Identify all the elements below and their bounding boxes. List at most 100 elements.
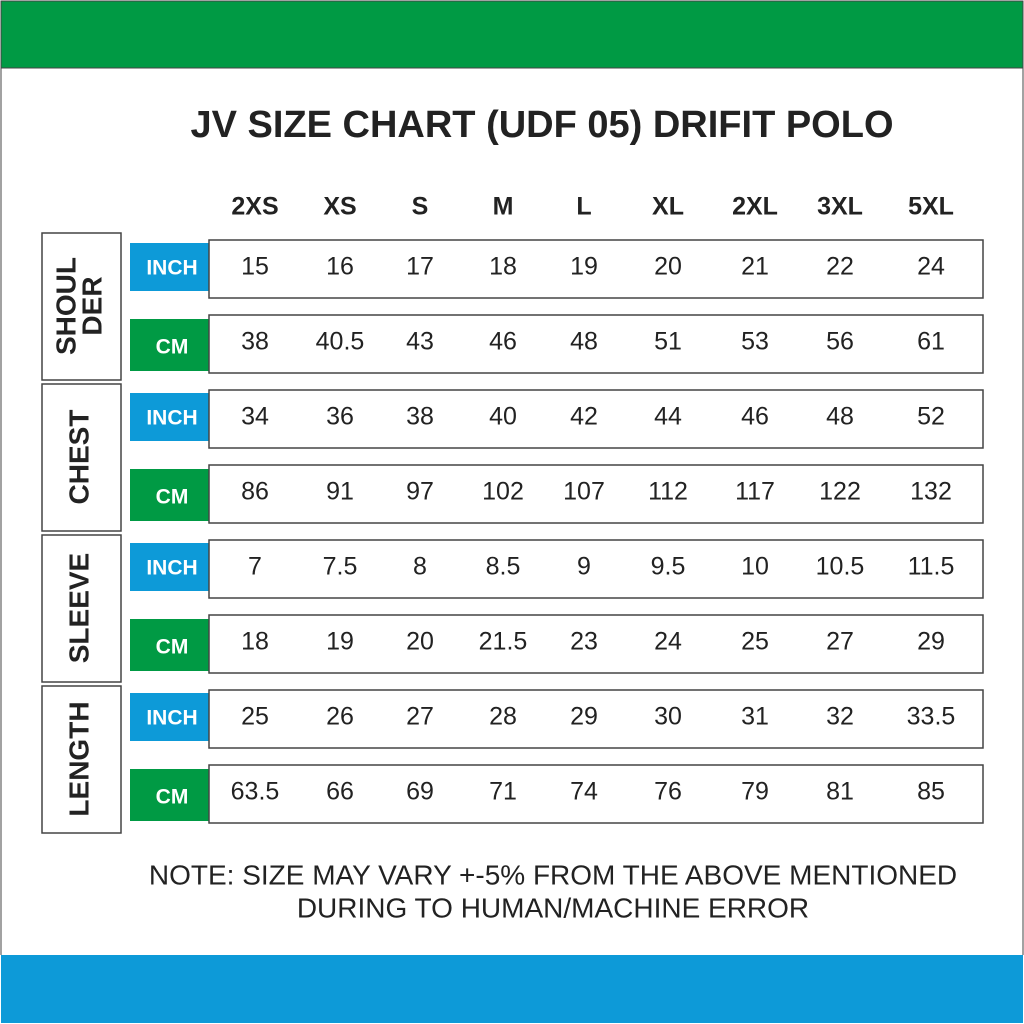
cell-value: 10.5	[816, 553, 865, 581]
cell-value: 27	[406, 703, 434, 731]
note-line: NOTE: SIZE MAY VARY +-5% FROM THE ABOVE …	[149, 859, 957, 890]
group-label-box	[41, 232, 122, 381]
cell-value: 117	[735, 478, 775, 506]
column-header: XS	[323, 193, 356, 221]
cell-value: 85	[917, 778, 945, 806]
group-label-box	[41, 383, 122, 532]
cell-value: 8.5	[486, 553, 521, 581]
row-box	[208, 689, 984, 749]
cell-value: 15	[241, 253, 269, 281]
cell-value: 66	[326, 778, 354, 806]
cell-value: 38	[406, 403, 434, 431]
cell-value: 27	[826, 628, 854, 656]
column-header: 3XL	[817, 193, 863, 221]
cell-value: 74	[570, 778, 598, 806]
unit-label: INCH	[146, 407, 197, 430]
note-line: DURING TO HUMAN/MACHINE ERROR	[297, 892, 809, 923]
column-header: S	[412, 193, 429, 221]
cell-value: 112	[648, 478, 688, 506]
cell-value: 11.5	[908, 553, 955, 581]
cell-value: 46	[489, 328, 517, 356]
cell-value: 51	[654, 328, 682, 356]
cell-value: 38	[241, 328, 269, 356]
cell-value: 46	[741, 403, 769, 431]
cell-value: 102	[482, 478, 524, 506]
unit-label: CM	[156, 336, 189, 359]
row-box	[208, 314, 984, 374]
cell-value: 9	[577, 553, 591, 581]
cell-value: 63.5	[231, 778, 280, 806]
row-box	[208, 539, 984, 599]
cell-value: 79	[741, 778, 769, 806]
cell-value: 10	[741, 553, 769, 581]
cell-value: 19	[326, 628, 354, 656]
unit-label: CM	[156, 786, 189, 809]
row-box	[208, 389, 984, 449]
column-header: 5XL	[908, 193, 954, 221]
unit-label: CM	[156, 636, 189, 659]
cell-value: 21.5	[479, 628, 528, 656]
column-header: L	[576, 193, 591, 221]
cell-value: 28	[489, 703, 517, 731]
cell-value: 48	[570, 328, 598, 356]
cell-value: 56	[826, 328, 854, 356]
row-box	[208, 614, 984, 674]
cell-value: 29	[570, 703, 598, 731]
cell-value: 34	[241, 403, 269, 431]
unit-tag	[130, 619, 209, 671]
cell-value: 81	[826, 778, 854, 806]
cell-value: 26	[326, 703, 354, 731]
column-header: 2XS	[231, 193, 278, 221]
cell-value: 132	[910, 478, 952, 506]
unit-label: INCH	[146, 707, 197, 730]
cell-value: 107	[563, 478, 605, 506]
unit-label: INCH	[146, 557, 197, 580]
cell-value: 24	[654, 628, 682, 656]
unit-label: INCH	[146, 257, 197, 280]
cell-value: 24	[917, 253, 945, 281]
cell-value: 122	[819, 478, 861, 506]
cell-value: 44	[654, 403, 682, 431]
group-label: DER	[76, 276, 107, 335]
unit-tag	[130, 393, 209, 441]
cell-value: 33.5	[907, 703, 956, 731]
cell-value: 97	[406, 478, 434, 506]
column-header: M	[493, 193, 514, 221]
cell-value: 36	[326, 403, 354, 431]
cell-value: 7	[248, 553, 262, 581]
title: JV SIZE CHART (UDF 05) DRIFIT POLO	[190, 104, 893, 146]
cell-value: 20	[406, 628, 434, 656]
cell-value: 86	[241, 478, 269, 506]
unit-tag	[130, 469, 209, 521]
cell-value: 23	[570, 628, 598, 656]
cell-value: 20	[654, 253, 682, 281]
cell-value: 61	[917, 328, 945, 356]
unit-tag	[130, 543, 209, 591]
top-band	[0, 0, 1024, 69]
unit-tag	[130, 693, 209, 741]
cell-value: 42	[570, 403, 598, 431]
cell-value: 76	[654, 778, 682, 806]
cell-value: 16	[326, 253, 354, 281]
cell-value: 52	[917, 403, 945, 431]
row-box	[208, 764, 984, 824]
group-label: CHEST	[63, 410, 94, 505]
cell-value: 53	[741, 328, 769, 356]
cell-value: 9.5	[651, 553, 686, 581]
cell-value: 31	[741, 703, 769, 731]
bottom-band	[1, 955, 1023, 1023]
cell-value: 25	[741, 628, 769, 656]
cell-value: 7.5	[323, 553, 358, 581]
unit-tag	[130, 769, 209, 821]
cell-value: 25	[241, 703, 269, 731]
cell-value: 30	[654, 703, 682, 731]
cell-value: 32	[826, 703, 854, 731]
cell-value: 71	[489, 778, 517, 806]
cell-value: 18	[489, 253, 517, 281]
cell-value: 40	[489, 403, 517, 431]
unit-tag	[130, 243, 209, 291]
group-label-box	[41, 534, 122, 683]
unit-tag	[130, 319, 209, 371]
cell-value: 22	[826, 253, 854, 281]
